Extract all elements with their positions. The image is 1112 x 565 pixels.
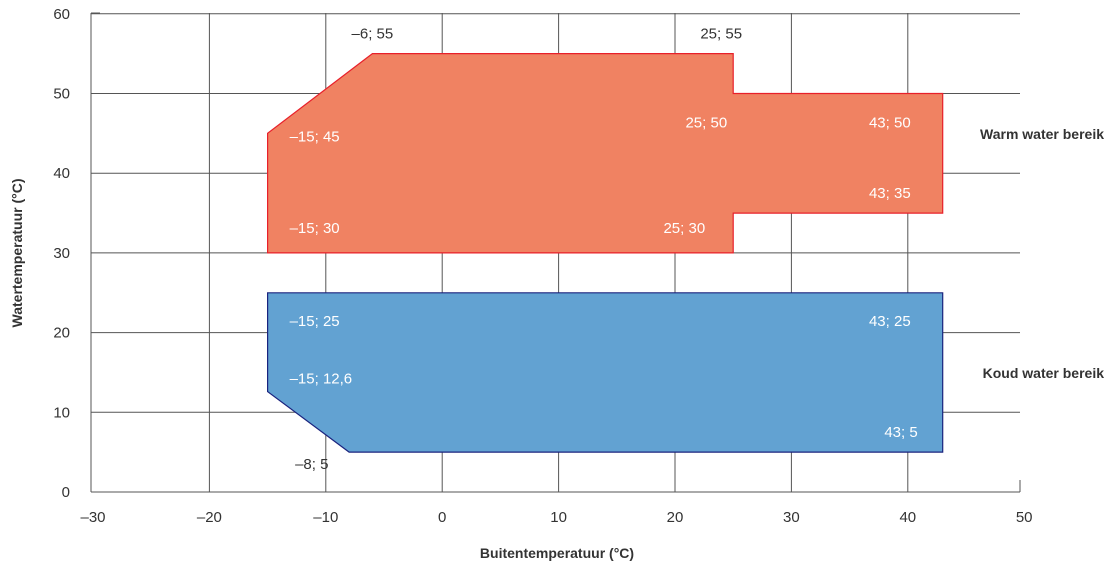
x-tick-label: 20	[667, 509, 684, 526]
point-label: 43; 5	[884, 424, 917, 441]
point-label: 25; 50	[685, 115, 727, 132]
x-tick-label: 0	[438, 509, 446, 526]
x-tick-label: –10	[313, 509, 338, 526]
x-tick-label: –30	[80, 509, 105, 526]
point-label: –15; 25	[290, 313, 340, 330]
point-label: –8; 5	[295, 456, 328, 473]
y-tick-label: 10	[53, 404, 70, 421]
y-tick-label: 30	[53, 245, 70, 262]
y-axis-label: Watertemperatuur (°C)	[9, 179, 25, 328]
cold-water-range-area	[267, 292, 944, 453]
y-tick-label: 20	[53, 325, 70, 342]
x-tick-label: 10	[550, 509, 567, 526]
point-label: –15; 12,6	[290, 371, 353, 388]
y-tick-label: 0	[62, 484, 70, 501]
x-axis-label: Buitentemperatuur (°C)	[480, 545, 634, 561]
point-label: –15; 45	[290, 128, 340, 145]
y-tick-label: 60	[53, 6, 70, 23]
x-tick-label: 30	[783, 509, 800, 526]
axes: –30 –20 –10 0 10 20 30 40 50 0 10 20 30 40 50 60	[53, 6, 1032, 526]
y-tick-label: 50	[53, 86, 70, 103]
point-label: 43; 25	[869, 313, 911, 330]
y-tick-label: 40	[53, 165, 70, 182]
point-label: –15; 30	[290, 220, 340, 237]
point-label: 43; 35	[869, 185, 911, 202]
point-label: 25; 30	[663, 220, 705, 237]
x-tick-label: –20	[197, 509, 222, 526]
regions	[267, 52, 944, 453]
warm-water-range-area	[267, 52, 944, 254]
x-tick-label: 50	[1016, 509, 1033, 526]
point-label: 43; 50	[869, 115, 911, 132]
cold-water-range-label: Koud water bereik	[983, 365, 1105, 381]
point-labels: –6; 55 25; 55 –15; 45 25; 50 43; 50 43; 35 –15…	[290, 26, 918, 474]
point-label: 25; 55	[700, 26, 742, 43]
warm-water-range-label: Warm water bereik	[980, 126, 1104, 142]
x-tick-label: 40	[899, 509, 916, 526]
point-label: –6; 55	[352, 26, 394, 43]
